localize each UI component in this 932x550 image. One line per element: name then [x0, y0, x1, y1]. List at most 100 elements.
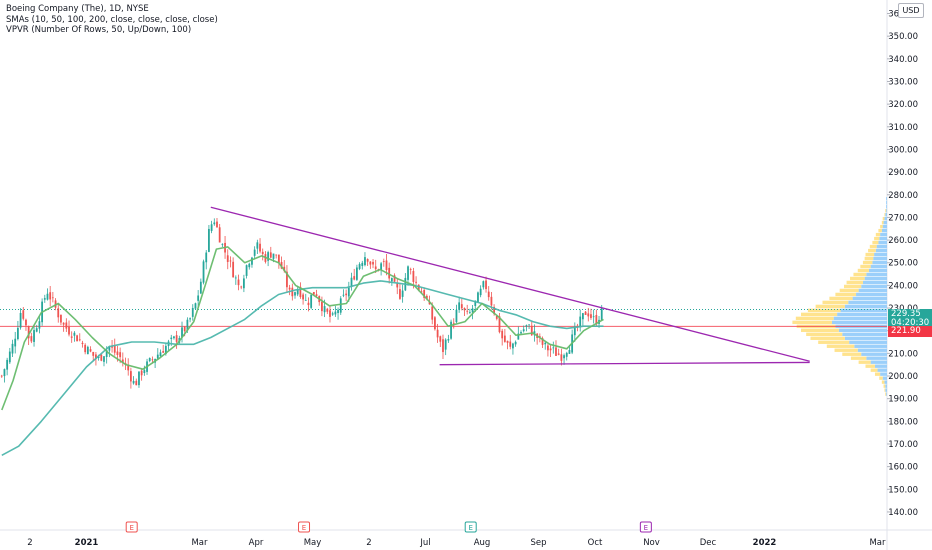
- vpvr-row-up: [845, 337, 887, 340]
- symbol-title[interactable]: Boeing Company (The), 1D, NYSE: [6, 4, 218, 15]
- vpvr-row-up: [885, 384, 887, 387]
- price-tick-label: 240.00: [888, 281, 918, 291]
- earnings-marker-label: E: [644, 524, 648, 532]
- vpvr-row-down: [806, 333, 842, 336]
- vpvr-row-up: [873, 257, 887, 260]
- candle-body: [230, 261, 232, 262]
- candle-body: [585, 312, 587, 315]
- price-tick-label: 140.00: [888, 508, 918, 518]
- candle-body: [509, 342, 511, 347]
- candle-body: [33, 330, 35, 342]
- vpvr-row-up: [878, 368, 887, 371]
- candle-body: [138, 372, 140, 386]
- candle-body: [205, 253, 207, 263]
- candle-body: [437, 330, 439, 338]
- vpvr-row-up: [874, 253, 887, 256]
- candle-body: [200, 282, 202, 294]
- candle-body: [143, 370, 145, 373]
- candle-body: [211, 224, 213, 231]
- candle-body: [491, 297, 493, 306]
- earnings-marker[interactable]: E: [465, 522, 476, 532]
- candle-body: [221, 244, 223, 245]
- vpvr-row-up: [872, 261, 887, 264]
- vpvr-row-down: [796, 317, 834, 320]
- vpvr-row-down: [829, 297, 852, 300]
- candle-body: [415, 282, 417, 283]
- candle-body: [353, 276, 355, 279]
- candle-body: [351, 278, 353, 287]
- vpvr-row-up: [863, 281, 887, 284]
- vpvr-indicator-label[interactable]: VPVR (Number Of Rows, 50, Up/Down, 100): [6, 25, 218, 36]
- price-tick-label: 280.00: [888, 191, 918, 201]
- candle-body: [461, 304, 463, 308]
- vpvr-row-down: [871, 368, 878, 371]
- candle-body: [44, 298, 46, 300]
- vpvr-row-up: [865, 277, 887, 280]
- candle-body: [334, 312, 336, 315]
- candle-body: [57, 308, 59, 317]
- time-tick-label: 2021: [75, 538, 99, 548]
- candle-body: [356, 268, 358, 280]
- vpvr-row-down: [868, 249, 876, 252]
- candle-body: [383, 261, 385, 262]
- candle-body: [291, 288, 293, 296]
- candle-body: [12, 344, 14, 354]
- vpvr-row-up: [880, 233, 887, 236]
- earnings-marker-label: E: [302, 524, 306, 532]
- candle-body: [17, 328, 19, 339]
- currency-button[interactable]: USD: [898, 3, 924, 18]
- candle-body: [445, 340, 447, 350]
- candle-body: [1, 376, 3, 377]
- candle-body: [563, 355, 565, 358]
- candle-body: [515, 342, 517, 345]
- vpvr-row-up: [834, 317, 887, 320]
- earnings-marker[interactable]: E: [299, 522, 310, 532]
- vpvr-row-down: [870, 245, 877, 248]
- earnings-marker[interactable]: E: [640, 522, 651, 532]
- candle-body: [450, 322, 452, 339]
- candle-body: [195, 303, 197, 308]
- vpvr-row-down: [885, 392, 886, 395]
- candle-body: [189, 318, 191, 319]
- candle-body: [256, 242, 258, 248]
- vpvr-row-up: [848, 301, 887, 304]
- candle-body: [73, 333, 75, 336]
- earnings-marker[interactable]: E: [126, 522, 137, 532]
- candle-body: [558, 354, 560, 355]
- sma-indicator-label[interactable]: SMAs (10, 50, 100, 200, close, close, cl…: [6, 15, 218, 26]
- candle-body: [348, 288, 350, 297]
- candle-body: [375, 266, 377, 269]
- candle-body: [103, 356, 105, 362]
- candle-body: [579, 317, 581, 328]
- candle-body: [410, 269, 412, 270]
- vpvr-row-down: [859, 361, 871, 364]
- candle-body: [477, 292, 479, 302]
- candle-body: [170, 338, 172, 339]
- candle-body: [9, 352, 11, 363]
- price-tick-label: 170.00: [888, 440, 918, 450]
- candle-body: [458, 302, 460, 309]
- candle-body: [525, 325, 527, 327]
- vpvr-row-up: [853, 297, 887, 300]
- vpvr-row-up: [856, 293, 887, 296]
- candle-body: [119, 352, 121, 357]
- candle-body: [560, 354, 562, 361]
- candle-body: [152, 359, 154, 360]
- candle-body: [488, 292, 490, 297]
- candle-body: [361, 263, 363, 266]
- candle-body: [22, 310, 24, 319]
- time-tick-label: Mar: [869, 538, 886, 548]
- candle-body: [273, 254, 275, 259]
- vpvr-row-up: [842, 333, 887, 336]
- candle-body: [305, 300, 307, 301]
- candle-body: [439, 336, 441, 341]
- vpvr-row-up: [871, 361, 887, 364]
- time-tick-label: 2022: [753, 538, 777, 548]
- candle-body: [386, 261, 388, 270]
- candle-body: [412, 271, 414, 282]
- vpvr-row-down: [874, 237, 879, 240]
- candle-body: [447, 339, 449, 340]
- vpvr-row-up: [871, 265, 887, 268]
- vpvr-row-up: [861, 285, 887, 288]
